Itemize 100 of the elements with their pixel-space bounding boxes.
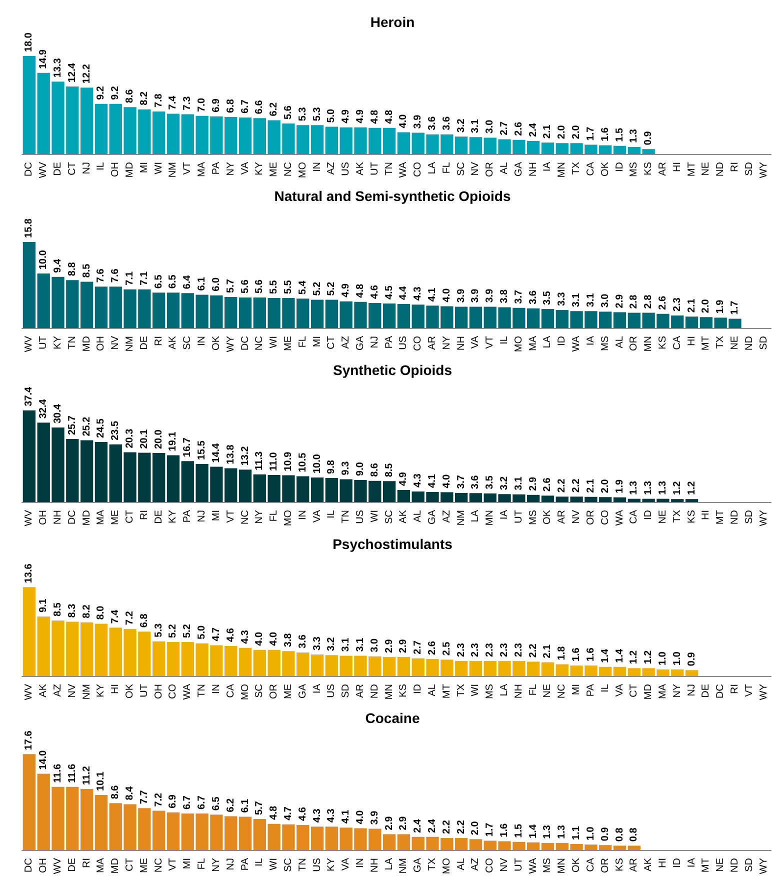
bar xyxy=(469,306,482,328)
x-tick-label: IA xyxy=(542,162,554,172)
data-label: 3.0 xyxy=(600,293,611,308)
x-tick-label: NY xyxy=(441,336,452,350)
data-label: 8.6 xyxy=(124,88,136,104)
data-label: 3.8 xyxy=(282,632,294,648)
data-label: 7.7 xyxy=(138,790,150,804)
x-tick-label: MS xyxy=(600,336,611,351)
data-label: 3.1 xyxy=(354,637,366,652)
bar xyxy=(469,660,482,676)
data-label: 6.4 xyxy=(182,274,194,290)
data-label: 2.0 xyxy=(600,478,611,494)
data-label: 4.0 xyxy=(441,288,452,302)
x-tick-label: VA xyxy=(340,858,352,871)
x-tick-label: MI xyxy=(182,858,194,870)
x-tick-label: VA xyxy=(614,684,626,697)
x-tick-label: WA xyxy=(614,510,626,526)
x-tick-label: ME xyxy=(268,162,280,177)
x-tick-label: CO xyxy=(412,336,424,351)
data-label: 2.9 xyxy=(384,638,395,654)
x-tick-label: AL xyxy=(427,684,438,696)
data-label: 8.6 xyxy=(369,462,380,477)
data-label: 14.0 xyxy=(38,750,50,770)
x-tick-label: FL xyxy=(441,162,452,174)
x-tick-label: LA xyxy=(542,336,554,348)
x-tick-label: AR xyxy=(657,162,668,176)
x-tick-label: KS xyxy=(686,510,698,524)
x-tick-label: UT xyxy=(138,684,150,698)
x-tick-label: MN xyxy=(643,336,654,352)
x-tick-label: IN xyxy=(312,162,323,172)
data-label: 4.0 xyxy=(268,632,280,646)
data-label: 4.9 xyxy=(398,472,410,486)
x-tick-label: FL xyxy=(528,684,539,696)
data-label: 13.6 xyxy=(24,563,35,584)
x-tick-label: NY xyxy=(672,684,683,698)
x-tick-label: MO xyxy=(240,684,251,700)
x-tick-label: PA xyxy=(585,684,596,697)
data-label: 20.3 xyxy=(124,428,136,448)
data-label: 1.8 xyxy=(556,646,568,660)
x-tick-label: MA xyxy=(96,858,107,873)
x-tick-label: KY xyxy=(326,858,338,872)
x-tick-label: SC xyxy=(254,684,266,698)
x-tick-label: MT xyxy=(700,336,712,350)
bar xyxy=(397,132,410,154)
data-label: 2.2 xyxy=(528,643,539,658)
x-tick-label: MO xyxy=(282,510,294,526)
x-tick-label: DC xyxy=(66,510,78,524)
data-label: 3.9 xyxy=(456,288,467,303)
x-tick-label: GA xyxy=(513,162,524,176)
data-label: 6.0 xyxy=(210,276,222,292)
data-label: 7.4 xyxy=(110,609,122,624)
data-label: 37.4 xyxy=(24,386,35,406)
data-label: 3.9 xyxy=(470,288,482,303)
bar xyxy=(310,125,324,154)
x-tick-label: KS xyxy=(614,858,626,872)
x-tick-label: NH xyxy=(369,858,380,872)
data-label: 6.5 xyxy=(210,796,222,811)
x-tick-label: WY xyxy=(758,162,770,178)
data-label: 2.7 xyxy=(412,640,424,654)
x-tick-label: RI xyxy=(153,336,164,346)
bar xyxy=(94,286,108,328)
data-label: 5.6 xyxy=(240,279,251,294)
x-tick-label: MD xyxy=(110,858,122,874)
x-tick-label: FL xyxy=(196,858,208,870)
x-tick-label: NE xyxy=(715,858,726,872)
x-tick-label: RI xyxy=(729,684,740,694)
bar xyxy=(310,478,324,502)
x-tick-label: VT xyxy=(744,684,755,697)
x-tick-label: WV xyxy=(24,510,35,526)
data-label: 8.2 xyxy=(138,91,150,106)
bar xyxy=(613,312,626,328)
x-tick-label: PA xyxy=(240,858,251,871)
x-tick-label: NM xyxy=(456,510,467,526)
data-label: 14.9 xyxy=(38,48,50,69)
x-tick-label: IN xyxy=(210,684,222,694)
x-tick-label: OR xyxy=(600,858,611,873)
data-label: 20.0 xyxy=(153,429,164,449)
x-tick-label: MS xyxy=(484,684,496,699)
x-tick-label: US xyxy=(326,684,338,698)
x-tick-label: OK xyxy=(600,162,611,176)
chart-title: Cocaine xyxy=(365,710,420,726)
x-tick-label: IL xyxy=(96,162,107,170)
x-tick-label: ND xyxy=(729,858,740,872)
data-label: 11.0 xyxy=(268,452,280,472)
x-tick-label: CO xyxy=(412,162,424,177)
data-label: 2.9 xyxy=(528,476,539,491)
x-tick-label: OK xyxy=(542,510,554,524)
x-tick-label: MA xyxy=(96,510,107,525)
data-label: 3.5 xyxy=(542,290,554,305)
bar xyxy=(166,292,180,328)
bar xyxy=(541,142,554,154)
data-label: 12.2 xyxy=(81,64,92,84)
x-tick-label: AK xyxy=(398,510,410,524)
bar xyxy=(166,114,180,154)
data-label: 6.7 xyxy=(182,795,194,810)
data-label: 5.6 xyxy=(254,279,266,294)
x-tick-label: VT xyxy=(182,162,194,175)
data-label: 1.3 xyxy=(628,480,640,495)
x-tick-label: US xyxy=(354,510,366,524)
x-tick-label: IN xyxy=(354,858,366,868)
